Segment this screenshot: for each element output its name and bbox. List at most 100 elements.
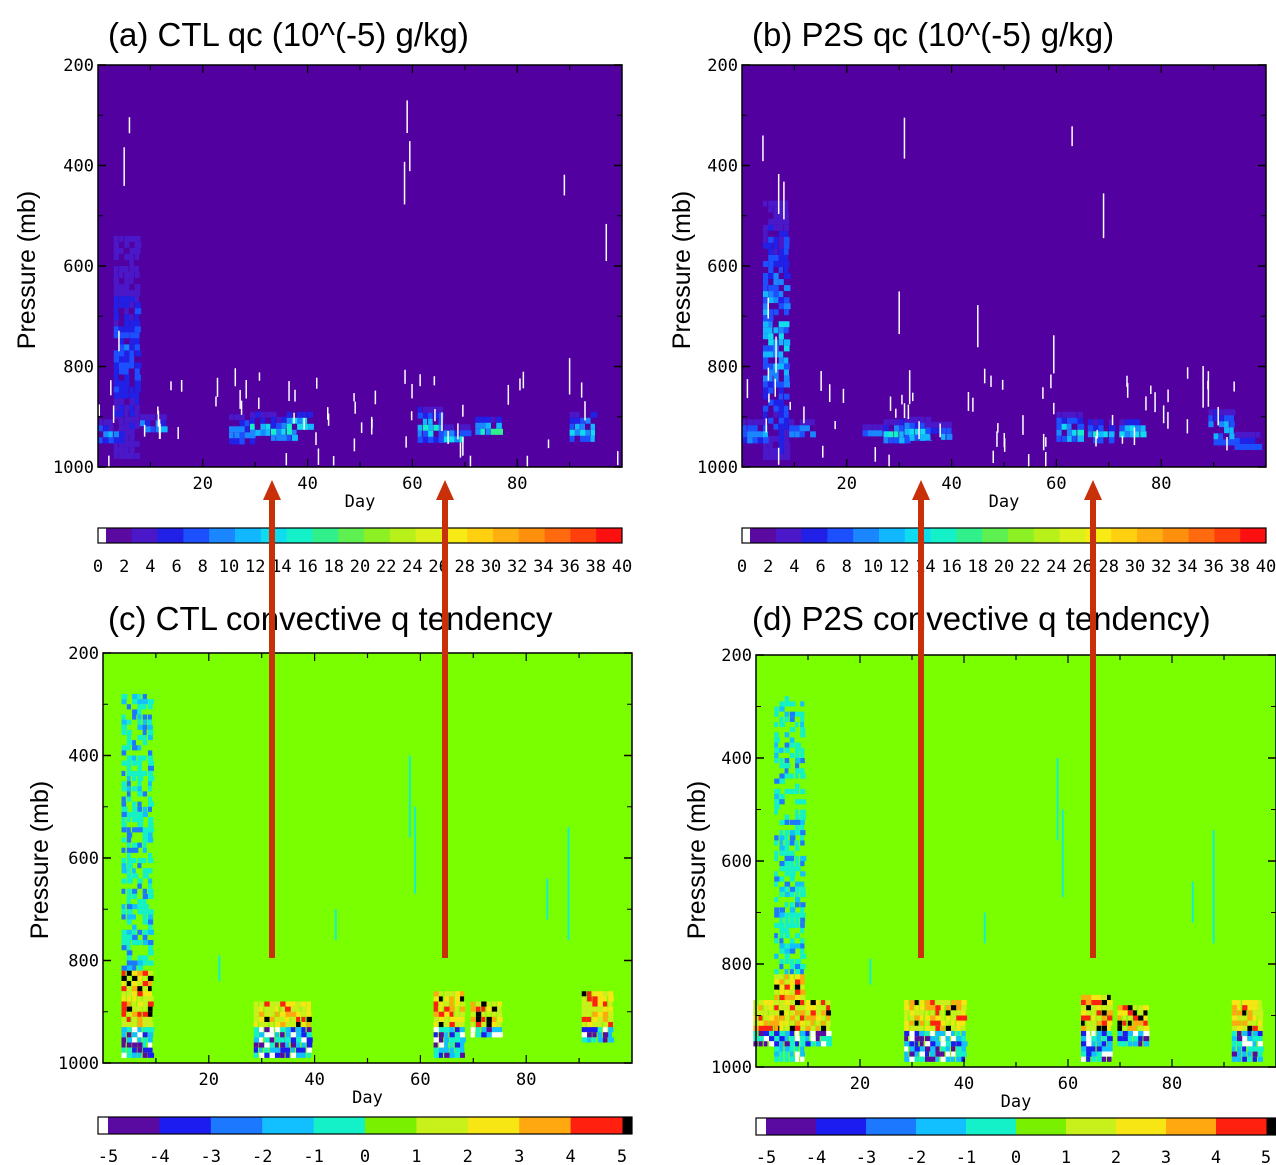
heat-cell [444, 1047, 449, 1053]
heat-cell [784, 773, 790, 779]
heat-cell [1091, 1046, 1096, 1052]
colorbar-tick-label: 0 [1011, 1148, 1021, 1165]
heat-cell [941, 427, 947, 434]
heat-cell [773, 218, 780, 225]
heat-cell [888, 425, 894, 432]
heat-cell [795, 969, 802, 975]
heat-cell [763, 1041, 768, 1047]
heat-cell [142, 888, 147, 894]
heat-cell [946, 427, 952, 434]
heat-cell [296, 1001, 302, 1007]
heat-cell [779, 1020, 784, 1026]
heat-cell [784, 758, 790, 764]
heat-cell [773, 321, 779, 328]
heat-cell [126, 1022, 132, 1028]
heat-cell [778, 399, 785, 406]
heat-cell [121, 1011, 126, 1017]
heat-cell [286, 428, 294, 435]
heat-cell [121, 1052, 127, 1058]
heat-cell [121, 878, 127, 884]
heat-cell [768, 399, 775, 406]
heat-cell [783, 260, 790, 268]
heat-cell [460, 1016, 465, 1022]
heat-cell [121, 786, 127, 792]
colorbar-tick-label: 2 [119, 557, 129, 577]
convective-event [475, 416, 503, 435]
heat-cell [134, 428, 141, 435]
heat-cell [768, 441, 773, 448]
heat-cell [925, 1005, 931, 1011]
colorbar-tick-label: 0 [737, 557, 747, 577]
heat-cell [779, 1030, 785, 1037]
heat-cell [1087, 419, 1093, 426]
colorbar-tick-label: 10 [219, 557, 239, 577]
heat-cell [795, 933, 801, 939]
heat-cell [286, 434, 292, 441]
heat-cell [1213, 427, 1220, 434]
heat-cell [454, 1006, 459, 1012]
heat-cell [602, 1011, 609, 1017]
heat-cell [795, 1025, 801, 1031]
heat-cell [142, 873, 149, 879]
heat-cell [940, 1005, 945, 1011]
heat-cell [1086, 1015, 1091, 1021]
heat-cell [264, 1011, 271, 1017]
heat-cell [1257, 1025, 1264, 1031]
heat-cell [134, 266, 139, 273]
heat-cell [1247, 1000, 1253, 1006]
heat-cell [783, 447, 791, 454]
heat-cell [475, 1011, 482, 1017]
heat-cell [124, 314, 131, 321]
heat-cell [581, 991, 587, 997]
heat-cell [124, 259, 130, 266]
heat-cell [778, 423, 785, 430]
heat-cell [919, 1025, 924, 1031]
colorbar-swatch [98, 528, 106, 543]
heat-cell [763, 1005, 770, 1011]
colorbar-swatch [1216, 1118, 1267, 1135]
y-axis-label: Pressure (mb) [13, 191, 41, 349]
heat-cell [118, 374, 126, 381]
heat-cell [255, 429, 262, 436]
heat-cell [301, 1042, 306, 1048]
heat-cell [940, 1015, 945, 1021]
heat-cell [773, 381, 780, 388]
heat-cell [137, 863, 142, 869]
heat-cell [255, 411, 262, 418]
heat-cell [126, 914, 133, 920]
heat-cell [306, 1042, 313, 1048]
heat-cell [306, 1006, 311, 1012]
heat-cell [290, 1011, 297, 1017]
heat-cell [773, 279, 779, 286]
heat-cell [826, 1010, 832, 1016]
heat-cell [121, 719, 127, 725]
heat-cell [1208, 439, 1213, 446]
heat-cell [904, 1036, 909, 1042]
heat-cell [274, 1037, 281, 1043]
heat-cell [1117, 1020, 1123, 1026]
heat-cell [805, 1015, 811, 1021]
heat-cell [774, 809, 778, 815]
heat-cell [784, 840, 790, 846]
heat-cell [124, 266, 129, 273]
heat-cell [789, 773, 794, 779]
colorbar-swatch [493, 528, 520, 543]
heat-cell [126, 842, 131, 848]
heat-cell [773, 297, 779, 304]
heat-cell [147, 945, 153, 951]
heat-cell [234, 414, 241, 421]
red-arrow-head [263, 480, 281, 500]
heat-cell [919, 1010, 925, 1016]
heat-cell [821, 1020, 826, 1026]
heat-cell [118, 326, 125, 333]
heat-cell [769, 1036, 775, 1042]
heat-cell [460, 1006, 466, 1012]
heat-cell [147, 801, 155, 807]
heat-cell [762, 399, 770, 406]
heat-cell [783, 242, 790, 249]
colorbar-swatch [1188, 528, 1215, 543]
heat-cell [449, 1016, 456, 1022]
heat-cell [449, 436, 455, 443]
heat-cell [264, 1006, 270, 1012]
heat-cell [935, 427, 942, 434]
